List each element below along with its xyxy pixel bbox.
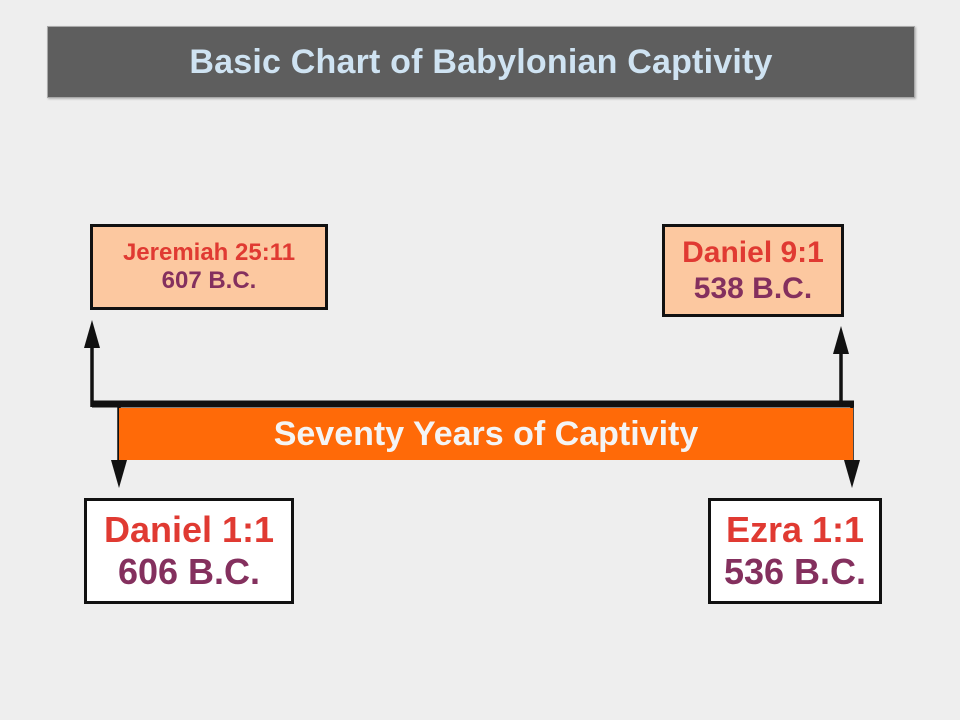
left-down-arrowhead (111, 460, 127, 488)
ezra-reference-box: Ezra 1:1 536 B.C. (708, 498, 882, 604)
title-bar: Basic Chart of Babylonian Captivity (47, 26, 915, 98)
daniel-9-1-reference-label: Daniel 9:1 (682, 236, 824, 270)
ezra-date-label: 536 B.C. (723, 551, 867, 592)
left-up-arrowhead (84, 320, 100, 348)
jeremiah-date-label: 607 B.C. (161, 267, 257, 294)
daniel-1-1-reference-box: Daniel 1:1 606 B.C. (84, 498, 294, 604)
daniel-1-1-reference-label: Daniel 1:1 (103, 508, 275, 550)
jeremiah-reference-label: Jeremiah 25:11 (122, 238, 296, 266)
captivity-period-label: Seventy Years of Captivity (273, 414, 699, 453)
captivity-period-band: Seventy Years of Captivity (119, 408, 853, 460)
right-down-arrowhead (844, 460, 860, 488)
daniel-9-1-date-label: 538 B.C. (693, 271, 813, 305)
daniel-1-1-date-label: 606 B.C. (117, 551, 261, 592)
daniel-9-1-reference-box: Daniel 9:1 538 B.C. (662, 224, 844, 317)
ezra-reference-label: Ezra 1:1 (725, 508, 865, 550)
jeremiah-reference-box: Jeremiah 25:11 607 B.C. (90, 224, 328, 310)
right-up-arrowhead (833, 326, 849, 354)
chart-title: Basic Chart of Babylonian Captivity (189, 42, 773, 81)
